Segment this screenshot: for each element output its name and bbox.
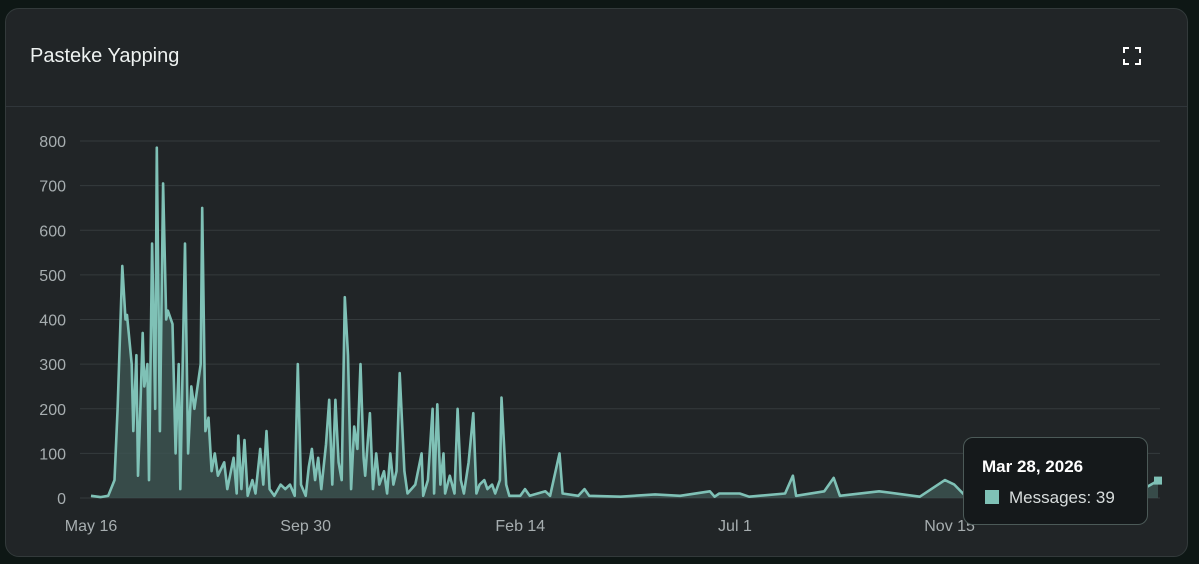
y-tick-label: 700 — [39, 179, 66, 196]
x-tick-label: Feb 14 — [495, 518, 545, 535]
chart-title: Pasteke Yapping — [30, 45, 180, 67]
tooltip-swatch — [985, 490, 999, 504]
x-tick-label: May 16 — [65, 518, 118, 535]
tooltip-value: Messages: 39 — [1009, 488, 1115, 507]
y-tick-label: 200 — [39, 402, 66, 419]
y-tick-label: 0 — [57, 491, 66, 508]
x-tick-label: Nov 15 — [924, 518, 975, 535]
hover-marker — [1154, 476, 1162, 485]
y-tick-label: 300 — [39, 357, 66, 374]
y-tick-label: 100 — [39, 446, 66, 463]
messages-line — [90, 146, 1159, 499]
x-tick-label: Jul 1 — [718, 518, 752, 535]
y-tick-label: 500 — [39, 268, 66, 285]
x-tick-label: Sep 30 — [280, 518, 331, 535]
header-divider — [6, 106, 1187, 107]
expand-icon[interactable] — [1123, 47, 1141, 65]
tooltip: Mar 28, 2026 Messages: 39 — [963, 437, 1148, 525]
y-tick-label: 800 — [39, 134, 66, 151]
messages-area — [91, 147, 1158, 498]
y-tick-label: 400 — [39, 313, 66, 330]
y-tick-label: 600 — [39, 223, 66, 240]
tooltip-date: Mar 28, 2026 — [982, 457, 1084, 476]
